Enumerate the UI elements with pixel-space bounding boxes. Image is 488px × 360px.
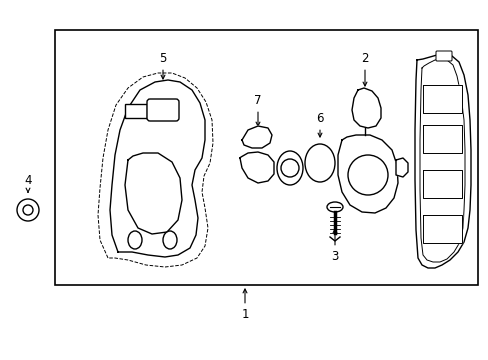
Polygon shape	[125, 153, 182, 234]
Polygon shape	[337, 135, 397, 213]
Polygon shape	[422, 170, 461, 198]
FancyBboxPatch shape	[147, 99, 179, 121]
Text: 3: 3	[331, 229, 338, 264]
Text: 5: 5	[159, 51, 166, 79]
Text: 6: 6	[316, 112, 323, 137]
Polygon shape	[422, 85, 461, 113]
Ellipse shape	[276, 151, 303, 185]
Bar	[125, 104, 147, 118]
Ellipse shape	[128, 231, 142, 249]
Circle shape	[347, 155, 387, 195]
FancyBboxPatch shape	[435, 51, 451, 61]
Polygon shape	[414, 54, 470, 268]
Ellipse shape	[305, 144, 334, 182]
Polygon shape	[240, 152, 273, 183]
Ellipse shape	[163, 231, 177, 249]
Circle shape	[17, 199, 39, 221]
Polygon shape	[351, 88, 380, 128]
Circle shape	[23, 205, 33, 215]
Polygon shape	[242, 126, 271, 148]
Text: 7: 7	[254, 94, 261, 126]
Circle shape	[281, 159, 298, 177]
Text: 1: 1	[241, 289, 248, 321]
Polygon shape	[110, 80, 204, 257]
Polygon shape	[422, 215, 461, 243]
Polygon shape	[395, 158, 407, 177]
Polygon shape	[422, 125, 461, 153]
Text: 2: 2	[361, 51, 368, 86]
Ellipse shape	[326, 202, 342, 212]
Text: 4: 4	[24, 174, 32, 192]
Bar	[55, 30, 477, 285]
